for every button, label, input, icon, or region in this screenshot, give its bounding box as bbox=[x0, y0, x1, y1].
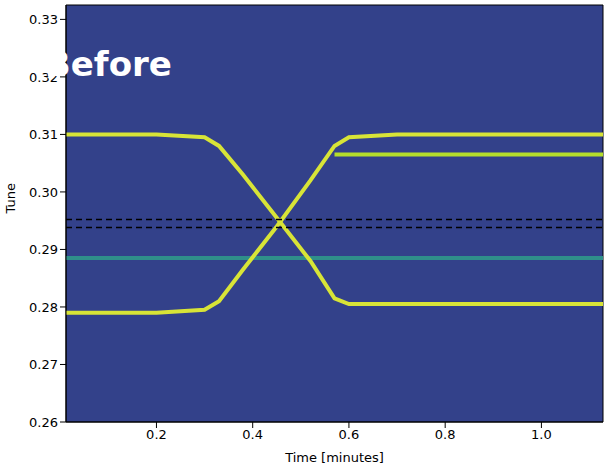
svg-text:0.33: 0.33 bbox=[29, 12, 58, 27]
svg-text:Tune: Tune bbox=[3, 183, 18, 214]
svg-text:0.26: 0.26 bbox=[29, 415, 58, 430]
svg-text:0.27: 0.27 bbox=[29, 357, 58, 372]
svg-text:Before: Before bbox=[45, 44, 172, 84]
svg-text:0.2: 0.2 bbox=[146, 427, 167, 442]
svg-text:Time [minutes]: Time [minutes] bbox=[284, 450, 384, 465]
svg-text:0.8: 0.8 bbox=[435, 427, 456, 442]
svg-text:0.29: 0.29 bbox=[29, 242, 58, 257]
svg-text:0.28: 0.28 bbox=[29, 300, 58, 315]
svg-text:1.0: 1.0 bbox=[531, 427, 552, 442]
svg-text:0.4: 0.4 bbox=[242, 427, 263, 442]
svg-text:0.30: 0.30 bbox=[29, 185, 58, 200]
svg-text:0.32: 0.32 bbox=[29, 69, 58, 85]
svg-text:0.31: 0.31 bbox=[29, 127, 58, 142]
svg-text:0.6: 0.6 bbox=[339, 427, 360, 442]
